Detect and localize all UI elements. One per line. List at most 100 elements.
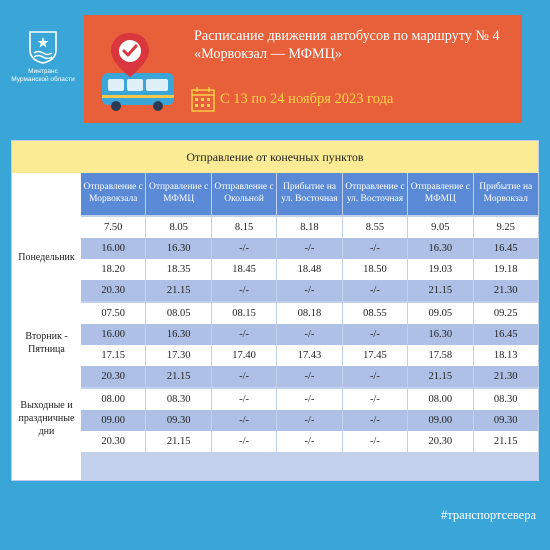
time-cell: -/- (277, 366, 343, 387)
org-line-2: Мурманской области (11, 76, 75, 84)
column-header: Отправление с МФМЦ (146, 173, 212, 215)
column-header: Отправление с Окольной (211, 173, 278, 215)
time-cell: -/- (277, 238, 343, 259)
title-line-2: «Морвокзал — МФМЦ» (194, 46, 342, 63)
time-cell: -/- (342, 431, 409, 452)
time-cell: 18.45 (211, 259, 278, 280)
time-cell: 21.15 (146, 280, 212, 301)
time-cell: 8.05 (146, 217, 212, 238)
column-header: Прибытие на ул. Восточная (277, 173, 343, 215)
time-cell: -/- (211, 366, 278, 387)
time-cell: 08.18 (277, 303, 343, 324)
time-cell: 17.40 (211, 345, 278, 366)
table-row: 20.30 21.15 -/- -/- -/- 21.15 21.30 (81, 280, 538, 301)
column-header: Отправление с ул. Восточная (342, 173, 409, 215)
time-cell: 09.25 (473, 303, 538, 324)
time-cell: 08.30 (146, 389, 212, 410)
table-row: 18.20 18.35 18.45 18.48 18.50 19.03 19.18 (81, 259, 538, 280)
time-cell: 18.20 (81, 259, 147, 280)
time-cell: 16.30 (408, 324, 474, 345)
time-cell: 16.30 (146, 324, 212, 345)
time-cell: -/- (211, 238, 278, 259)
time-cell: 09.00 (408, 410, 474, 431)
time-cell: 18.35 (146, 259, 212, 280)
time-cell: -/- (211, 389, 278, 410)
time-cell: -/- (277, 410, 343, 431)
time-cell: 20.30 (408, 431, 474, 452)
time-cell: 8.18 (277, 217, 343, 238)
time-cell: 17.45 (342, 345, 409, 366)
column-header: Отправление с Морвокзала (81, 173, 147, 215)
table-row: 07.50 08.05 08.15 08.18 08.55 09.05 09.25 (81, 303, 538, 324)
time-cell: -/- (342, 366, 409, 387)
time-cell: 09.05 (408, 303, 474, 324)
time-cell: -/- (277, 324, 343, 345)
time-cell: 09.30 (473, 410, 538, 431)
time-cell: 9.05 (408, 217, 474, 238)
time-cell: 08.15 (211, 303, 278, 324)
table-row: 7.50 8.05 8.15 8.18 8.55 9.05 9.25 (81, 217, 538, 238)
time-cell: 21.15 (146, 366, 212, 387)
time-cell: 09.00 (81, 410, 147, 431)
table-band-title: Отправление от конечных пунктов (12, 141, 538, 173)
time-cell: 16.00 (81, 238, 147, 259)
day-label-monday: Понедельник (18, 251, 75, 263)
time-cell: -/- (277, 389, 343, 410)
day-label-weekend: Выходные и праздничные дни (18, 400, 75, 437)
time-cell: -/- (211, 431, 278, 452)
time-cell: -/- (211, 410, 278, 431)
time-cell: 21.15 (146, 431, 212, 452)
hashtag: #транспортсевера (441, 508, 536, 522)
time-cell: 17.15 (81, 345, 147, 366)
time-cell: -/- (211, 324, 278, 345)
group-divider (81, 215, 538, 217)
time-cell: -/- (342, 389, 409, 410)
date-range: С 13 по 24 ноября 2023 года (220, 91, 394, 107)
time-cell: -/- (342, 280, 409, 301)
time-cell: 08.00 (81, 389, 147, 410)
group-divider (81, 301, 538, 303)
time-cell: 17.30 (146, 345, 212, 366)
time-cell: 08.00 (408, 389, 474, 410)
time-cell: 18.13 (473, 345, 538, 366)
org-line-1: Минтранс (28, 68, 58, 75)
time-cell: 21.30 (473, 366, 538, 387)
table-row: 16.00 16.30 -/- -/- -/- 16.30 16.45 (81, 324, 538, 345)
time-cell: 07.50 (81, 303, 147, 324)
day-label-weekdays: Вторник - Пятница (25, 331, 68, 355)
time-cell: 08.05 (146, 303, 212, 324)
time-cell: 08.30 (473, 389, 538, 410)
time-cell: 19.03 (408, 259, 474, 280)
time-cell: 18.48 (277, 259, 343, 280)
time-cell: -/- (342, 324, 409, 345)
time-cell: 9.25 (473, 217, 538, 238)
time-cell: 16.30 (408, 238, 474, 259)
table-row: 09.00 09.30 -/- -/- -/- 09.00 09.30 (81, 410, 538, 431)
group-divider (81, 387, 538, 389)
time-cell: 16.45 (473, 324, 538, 345)
schedule-grid: Отправление с Морвокзала Отправление с МФ… (81, 173, 538, 452)
table-row: 20.30 21.15 -/- -/- -/- 20.30 21.15 (81, 431, 538, 452)
time-cell: 21.15 (473, 431, 538, 452)
time-cell: -/- (342, 410, 409, 431)
time-cell: 09.30 (146, 410, 212, 431)
time-cell: 19.18 (473, 259, 538, 280)
title-line-1: Расписание движения автобусов по маршрут… (194, 28, 500, 44)
time-cell: 16.45 (473, 238, 538, 259)
time-cell: 7.50 (81, 217, 147, 238)
time-cell: 17.58 (408, 345, 474, 366)
column-header: Отправление с МФМЦ (408, 173, 474, 215)
time-cell: 16.00 (81, 324, 147, 345)
table-row: 17.15 17.30 17.40 17.43 17.45 17.58 18.13 (81, 345, 538, 366)
table-row: 16.00 16.30 -/- -/- -/- 16.30 16.45 (81, 238, 538, 259)
time-cell: 20.30 (81, 366, 147, 387)
coat-of-arms-icon (29, 31, 57, 64)
time-cell: 8.15 (211, 217, 278, 238)
time-cell: 21.15 (408, 366, 474, 387)
column-header-row: Отправление с Морвокзала Отправление с МФ… (81, 173, 538, 215)
time-cell: 08.55 (342, 303, 409, 324)
time-cell: -/- (211, 280, 278, 301)
time-cell: 17.43 (277, 345, 343, 366)
time-cell: 21.30 (473, 280, 538, 301)
time-cell: 8.55 (342, 217, 409, 238)
